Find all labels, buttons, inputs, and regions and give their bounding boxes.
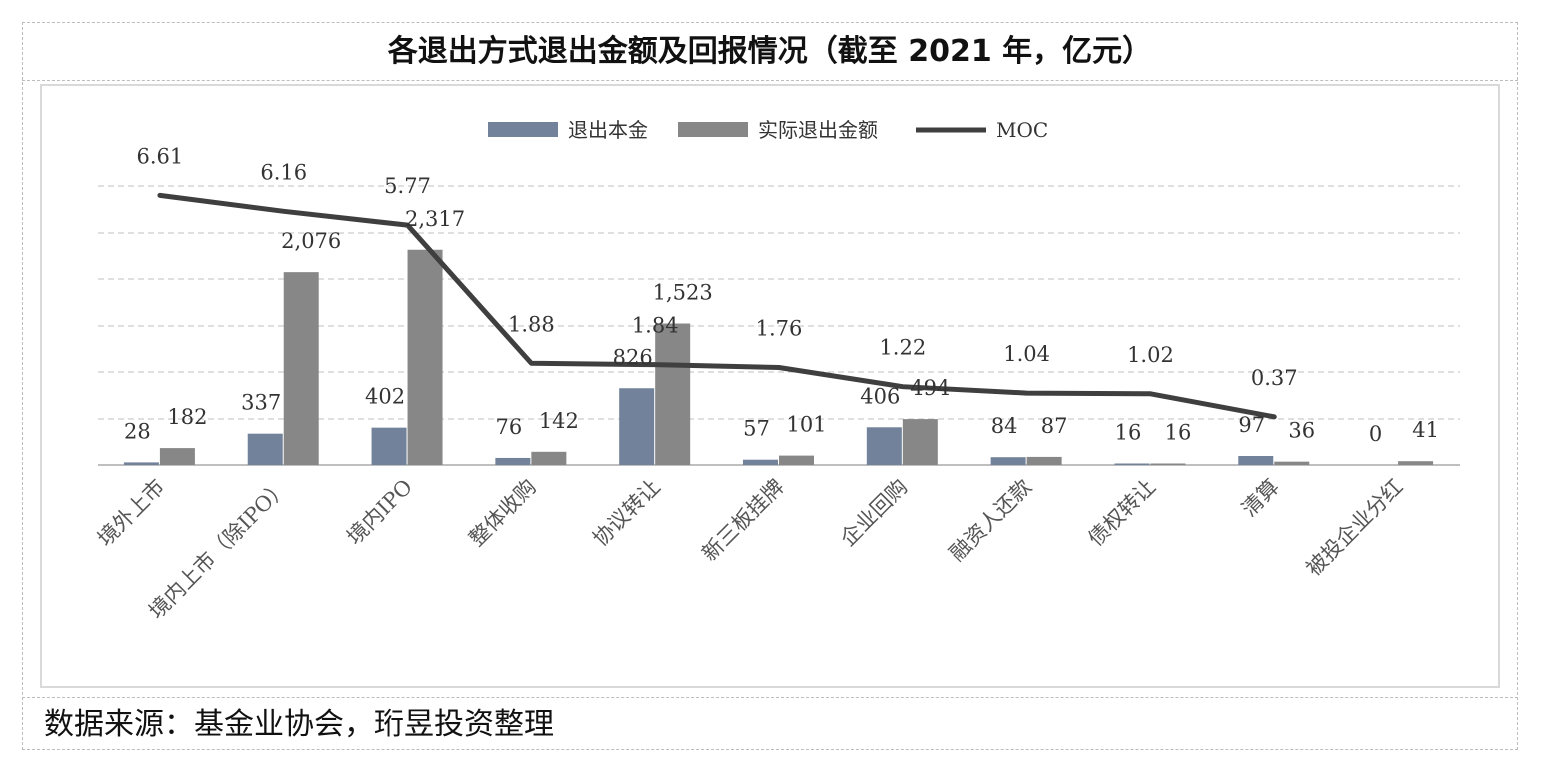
moc-polyline	[157, 192, 1277, 420]
bar-principal-0	[123, 462, 159, 465]
bar-actual-2	[407, 249, 443, 465]
label-moc-7: 1.04	[1003, 342, 1050, 366]
label-moc-3: 1.88	[508, 312, 555, 336]
label-principal-8: 16	[1115, 421, 1142, 445]
bar-actual-9	[1274, 461, 1310, 465]
category-label-0: 境外上市	[93, 475, 169, 551]
label-moc-1: 6.16	[260, 160, 307, 184]
category-label-4: 协议转让	[588, 475, 664, 551]
bar-principal-5	[743, 459, 778, 465]
data-labels: 28 182 337 2,076 402 2,317 76 142 826 1,523 57 101 4…	[124, 144, 1439, 446]
label-principal-6: 406	[860, 384, 900, 408]
label-principal-3: 76	[495, 415, 522, 439]
category-label-10: 被投企业分红	[1302, 475, 1408, 581]
category-label-2: 境内IPO	[342, 475, 417, 550]
bar-actual-10	[1398, 461, 1434, 465]
label-actual-0: 182	[167, 405, 207, 429]
bar-principal-9	[1238, 455, 1274, 465]
label-principal-2: 402	[365, 385, 405, 409]
gridlines	[98, 185, 1460, 466]
label-actual-8: 16	[1165, 421, 1192, 445]
bar-actual-1	[283, 272, 319, 465]
category-label-9: 清算	[1237, 475, 1284, 522]
label-moc-9: 0.37	[1251, 366, 1298, 390]
label-principal-5: 57	[743, 417, 770, 441]
category-label-5: 新三板挂牌	[697, 475, 788, 566]
label-moc-2: 5.77	[384, 174, 431, 198]
category-label-7: 融资人还款	[945, 475, 1036, 566]
label-actual-5: 101	[786, 413, 826, 437]
legend-swatch-actual	[678, 122, 748, 137]
label-actual-7: 87	[1041, 414, 1068, 438]
moc-line	[157, 192, 1277, 420]
category-label-8: 债权转让	[1084, 475, 1160, 551]
label-actual-1: 2,076	[281, 229, 341, 253]
legend-label-actual: 实际退出金额	[758, 118, 878, 142]
bar-principal-2	[371, 427, 407, 465]
label-principal-0: 28	[124, 419, 151, 443]
label-moc-5: 1.76	[756, 317, 803, 341]
bar-principal-3	[495, 457, 531, 465]
legend-label-moc: MOC	[996, 118, 1048, 142]
chart-title: 各退出方式退出金额及回报情况（截至 2021 年，亿元）	[387, 34, 1153, 69]
bar-actual-5	[779, 455, 814, 465]
label-principal-1: 337	[241, 391, 281, 415]
label-principal-7: 84	[991, 414, 1018, 438]
label-moc-0: 6.61	[137, 144, 184, 168]
legend: 退出本金 实际退出金额 MOC	[488, 118, 1048, 142]
bar-actual-0	[159, 448, 195, 465]
label-moc-6: 1.22	[879, 336, 926, 360]
label-actual-3: 142	[539, 409, 579, 433]
bar-actual-7	[1026, 456, 1062, 465]
bar-actual-8	[1150, 463, 1186, 465]
label-principal-10: 0	[1369, 422, 1382, 446]
source-divider	[22, 697, 1518, 698]
bar-principal-4	[619, 388, 655, 465]
label-actual-4: 1,523	[653, 281, 713, 305]
label-actual-2: 2,317	[405, 207, 465, 231]
outer-frame	[22, 22, 1518, 750]
label-actual-10: 41	[1412, 418, 1439, 442]
bar-actual-6	[902, 419, 938, 465]
bar-principal-8	[1114, 463, 1150, 465]
label-principal-4: 826	[613, 345, 653, 369]
category-label-3: 整体收购	[465, 475, 541, 551]
category-label-1: 境内上市（除IPO）	[144, 475, 293, 624]
title-divider	[22, 80, 1518, 81]
bar-principal-7	[990, 457, 1026, 465]
label-moc-8: 1.02	[1127, 343, 1174, 367]
label-principal-9: 97	[1238, 413, 1265, 437]
label-actual-9: 36	[1288, 419, 1315, 443]
bar-principal-6	[866, 427, 902, 465]
legend-swatch-principal	[488, 122, 558, 137]
chart-panel	[40, 84, 1500, 688]
bar-marks	[123, 249, 1434, 465]
legend-label-principal: 退出本金	[568, 118, 648, 142]
bar-actual-3	[531, 451, 567, 465]
label-moc-4: 1.84	[632, 314, 679, 338]
label-actual-6: 494	[910, 376, 950, 400]
bar-principal-1	[247, 433, 283, 465]
source-note: 数据来源：基金业协会，珩昱投资整理	[44, 707, 554, 742]
bar-actual-4	[655, 323, 691, 465]
category-label-6: 企业回购	[836, 475, 912, 551]
